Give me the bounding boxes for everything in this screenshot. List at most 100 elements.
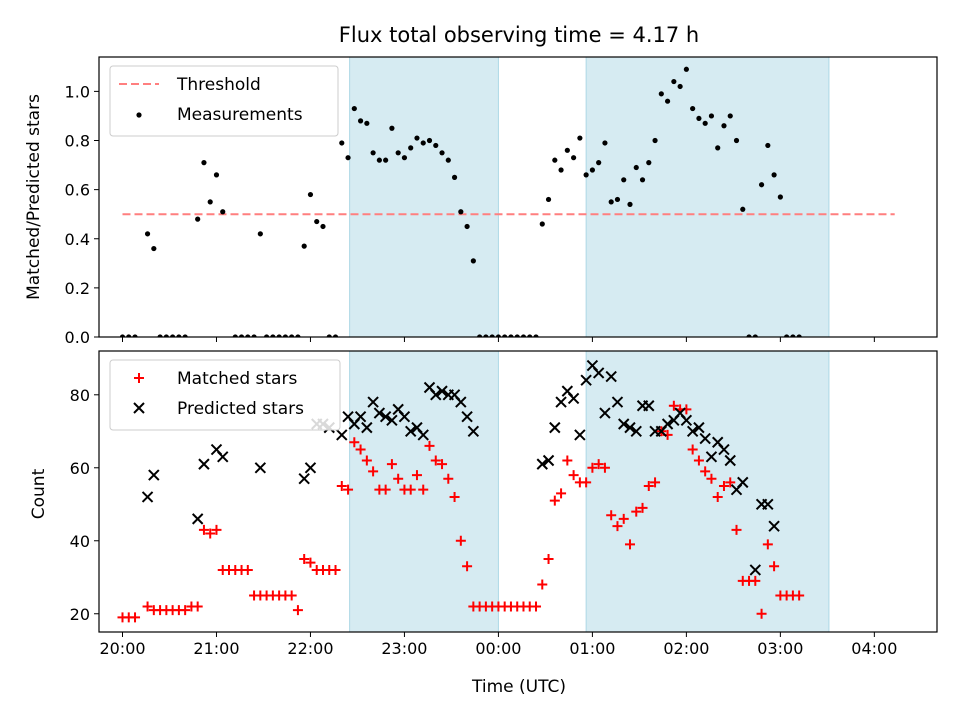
measurement-point — [715, 145, 721, 151]
x-tick-label: 00:00 — [475, 639, 521, 658]
measurement-point — [326, 334, 332, 337]
matched-star-point — [349, 437, 360, 448]
predicted-star-point — [386, 414, 398, 427]
measurement-point — [320, 223, 326, 230]
matched-star-point — [205, 528, 216, 539]
predicted-star-point — [611, 396, 624, 408]
x-tick-label: 23:00 — [381, 639, 427, 658]
matched-star-point — [687, 444, 698, 455]
predicted-star-point — [367, 396, 379, 408]
measurement-point — [639, 177, 646, 183]
matched-star-point — [386, 459, 397, 470]
measurement-point — [771, 172, 777, 178]
measurement-point — [621, 177, 627, 183]
matched-star-point — [612, 521, 623, 532]
measurement-point — [664, 98, 671, 104]
measurement-point — [577, 135, 583, 141]
legend-box — [109, 359, 341, 431]
matched-star-point — [305, 557, 316, 568]
predicted-star-point — [686, 425, 699, 437]
measurement-point — [257, 231, 263, 237]
matched-star-point — [299, 554, 310, 565]
measurement-point — [552, 157, 558, 163]
matched-star-point — [393, 473, 404, 484]
measurement-point — [564, 147, 570, 153]
measurement-point — [520, 334, 527, 337]
measurement-point — [777, 194, 783, 200]
measurement-point — [351, 105, 357, 112]
measurement-point — [433, 142, 439, 149]
matched-star-point — [286, 590, 297, 601]
matched-star-point — [693, 455, 704, 466]
measurement-point — [126, 334, 132, 337]
predicted-star-point — [461, 410, 473, 423]
measurement-point — [502, 334, 508, 337]
predicted-star-point — [141, 491, 154, 503]
predicted-star-point — [724, 454, 736, 467]
measurement-point — [533, 334, 539, 337]
predicted-star-point — [768, 520, 780, 532]
predicted-star-point — [574, 429, 586, 441]
measurement-point — [289, 334, 295, 337]
measurement-point — [746, 334, 752, 337]
predicted-star-point — [680, 414, 693, 427]
legend-label: Matched stars — [177, 369, 297, 389]
measurement-point — [182, 334, 188, 337]
measurement-point — [545, 196, 552, 203]
measurement-point — [201, 160, 207, 166]
predicted-star-point — [198, 458, 210, 470]
predicted-star-point — [304, 462, 317, 474]
predicted-star-point — [580, 374, 592, 386]
matched-star-point — [211, 524, 222, 535]
chart-title: Flux total observing time = 4.17 h — [339, 23, 699, 47]
measurement-point — [132, 334, 138, 337]
matched-star-point — [725, 477, 736, 488]
measurement-point — [451, 174, 458, 180]
matched-star-point — [368, 466, 379, 477]
measurement-point — [608, 199, 614, 205]
matched-star-point — [794, 590, 805, 601]
predicted-star-point — [542, 454, 555, 467]
measurement-point — [170, 334, 176, 337]
measurement-point — [514, 334, 520, 337]
matched-star-point — [361, 455, 372, 466]
measurement-point — [401, 155, 408, 161]
measurement-point — [276, 334, 282, 337]
measurement-point — [357, 118, 364, 124]
measurement-point — [144, 231, 151, 237]
predicted-star-point — [762, 498, 774, 510]
measurement-point — [295, 334, 301, 337]
predicted-star-point — [749, 564, 762, 576]
matched-star-point — [192, 601, 203, 612]
y-tick-label: 20 — [70, 605, 90, 624]
measurement-point — [627, 201, 633, 207]
x-tick-label: 20:00 — [99, 639, 145, 658]
measurement-point — [614, 196, 621, 203]
matched-star-point — [549, 495, 560, 506]
x-axis: 20:00 21:00 22:00 23:00 00:00 01:00 02:00 03:00… — [99, 632, 897, 658]
predicted-star-point — [555, 396, 567, 408]
measurement-point — [389, 125, 395, 131]
predicted-star-point — [536, 458, 548, 470]
matched-star-point — [543, 554, 554, 565]
y-tick-label: 0.0 — [65, 328, 90, 347]
legend-matched-swatch — [134, 373, 144, 383]
axes-frame — [98, 350, 938, 633]
measurement-point — [470, 258, 476, 264]
matched-star-point — [593, 459, 604, 470]
predicted-star-point — [699, 432, 711, 445]
measurement-point — [690, 105, 696, 112]
y-tick-label: 0.8 — [65, 132, 90, 151]
observing-window — [585, 350, 830, 633]
matched-star-point — [411, 470, 422, 481]
measurement-point — [652, 137, 658, 144]
measurement-point — [596, 160, 602, 166]
predicted-star-point — [630, 425, 642, 437]
predicted-star-point — [467, 425, 480, 437]
measurement-point — [176, 334, 182, 337]
measurement-point — [439, 150, 445, 156]
measurement-point — [207, 199, 213, 205]
predicted-star-point — [148, 469, 160, 481]
predicted-star-point — [705, 451, 718, 463]
measurement-point — [332, 334, 339, 337]
